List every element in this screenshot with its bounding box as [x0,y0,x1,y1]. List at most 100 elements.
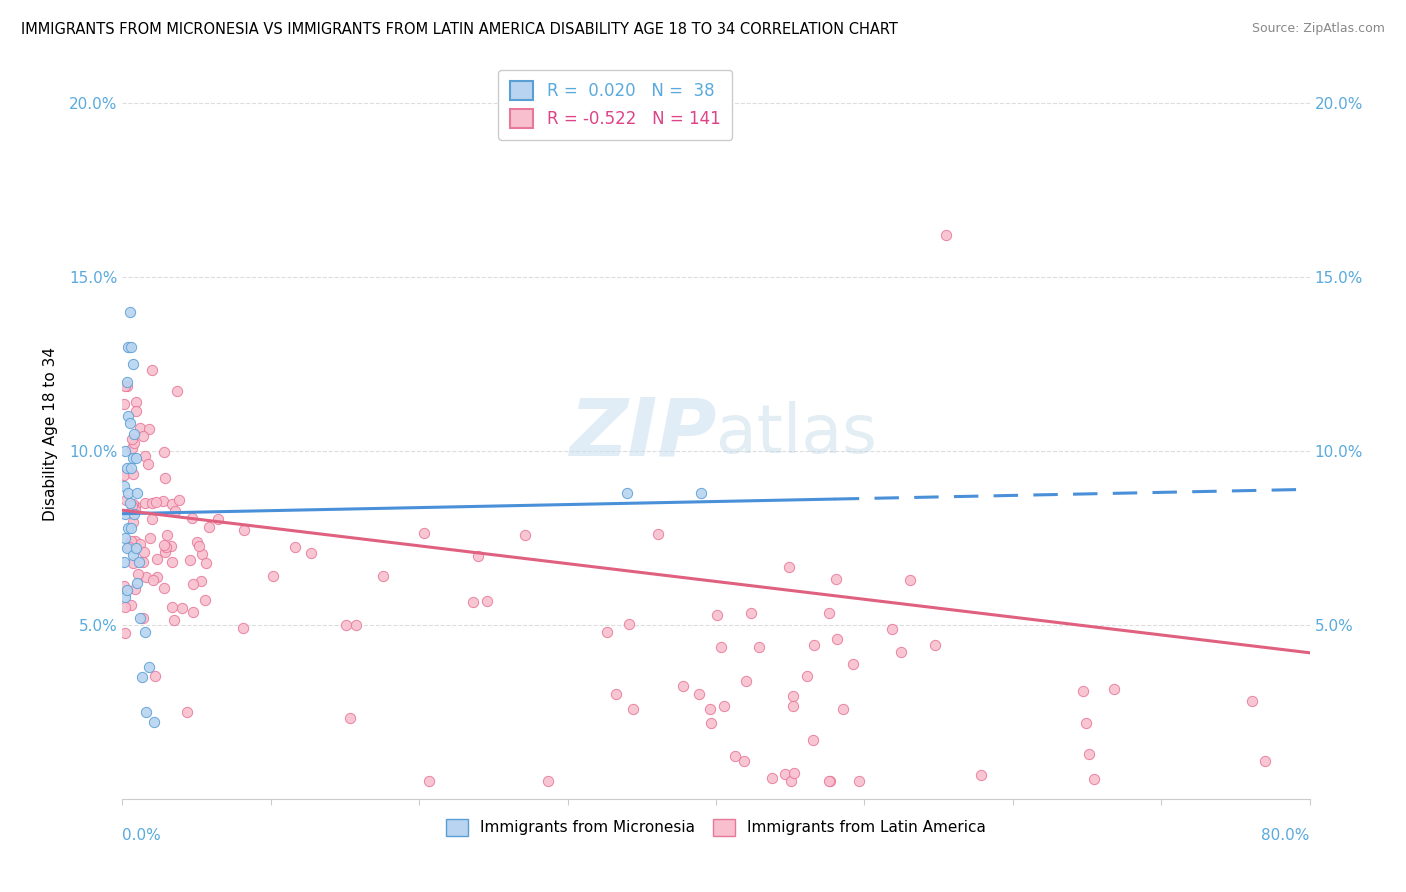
Point [163,614,186,628]
Point [114,626,136,640]
Point [969,767,991,781]
Point [824,572,846,586]
Point [803,638,825,652]
Point [373,569,395,583]
Point [748,640,770,655]
Point [135,570,157,584]
Point [129,611,152,625]
Point [935,228,957,243]
Point [188,539,211,553]
Point [170,600,193,615]
Point [537,774,560,789]
Point [112,579,135,593]
Point [1071,683,1094,698]
Point [186,535,208,549]
Point [513,527,536,541]
Point [700,715,723,730]
Point [262,569,284,583]
Point [596,625,619,640]
Point [132,545,155,559]
Point [335,617,357,632]
Point [138,457,160,471]
Point [142,573,165,587]
Point [782,698,804,713]
Point [155,540,177,554]
Point [114,379,136,393]
Point [117,485,139,500]
Point [166,384,188,399]
Point [115,461,138,475]
Point [128,555,150,569]
Point [141,496,163,510]
Point [761,771,783,785]
Point [1083,772,1105,786]
Point [124,507,146,521]
Legend: Immigrants from Micronesia, Immigrants from Latin America: Immigrants from Micronesia, Immigrants f… [440,813,991,842]
Point [131,611,153,625]
Text: 80.0%: 80.0% [1261,828,1309,843]
Point [127,566,149,581]
Point [190,574,212,589]
Point [134,496,156,510]
Point [461,595,484,609]
Point [122,436,145,450]
Point [724,748,747,763]
Point [339,710,361,724]
Point [135,705,157,719]
Point [124,499,146,513]
Text: IMMIGRANTS FROM MICRONESIA VS IMMIGRANTS FROM LATIN AMERICA DISABILITY AGE 18 TO: IMMIGRANTS FROM MICRONESIA VS IMMIGRANTS… [21,22,898,37]
Point [740,606,762,620]
Point [848,774,870,789]
Point [197,520,219,534]
Point [139,531,162,545]
Point [121,357,143,371]
Point [131,555,153,569]
Point [124,502,146,516]
Point [114,507,136,521]
Point [477,593,499,607]
Point [145,495,167,509]
Point [467,549,489,564]
Point [169,493,191,508]
Point [120,536,142,550]
Y-axis label: Disability Age 18 to 34: Disability Age 18 to 34 [44,347,58,521]
Point [160,555,183,569]
Point [882,622,904,636]
Point [112,479,135,493]
Point [127,576,149,591]
Point [127,485,149,500]
Text: 0.0%: 0.0% [122,828,162,843]
Point [152,493,174,508]
Point [710,640,733,655]
Point [115,375,138,389]
Point [125,450,148,465]
Point [117,520,139,534]
Point [115,583,138,598]
Point [122,467,145,481]
Point [778,560,800,574]
Text: atlas: atlas [716,401,877,467]
Point [121,557,143,571]
Point [120,461,142,475]
Point [160,498,183,512]
Point [232,621,254,635]
Point [841,657,863,671]
Point [115,541,138,556]
Point [145,669,167,683]
Point [817,774,839,789]
Point [299,546,322,560]
Point [924,638,946,652]
Point [122,497,145,511]
Point [120,598,142,612]
Point [118,416,141,430]
Point [117,409,139,424]
Point [176,705,198,719]
Point [121,549,143,563]
Point [688,687,710,701]
Point [124,426,146,441]
Point [616,485,638,500]
Point [114,444,136,458]
Point [114,600,136,615]
Point [124,582,146,596]
Point [159,539,181,553]
